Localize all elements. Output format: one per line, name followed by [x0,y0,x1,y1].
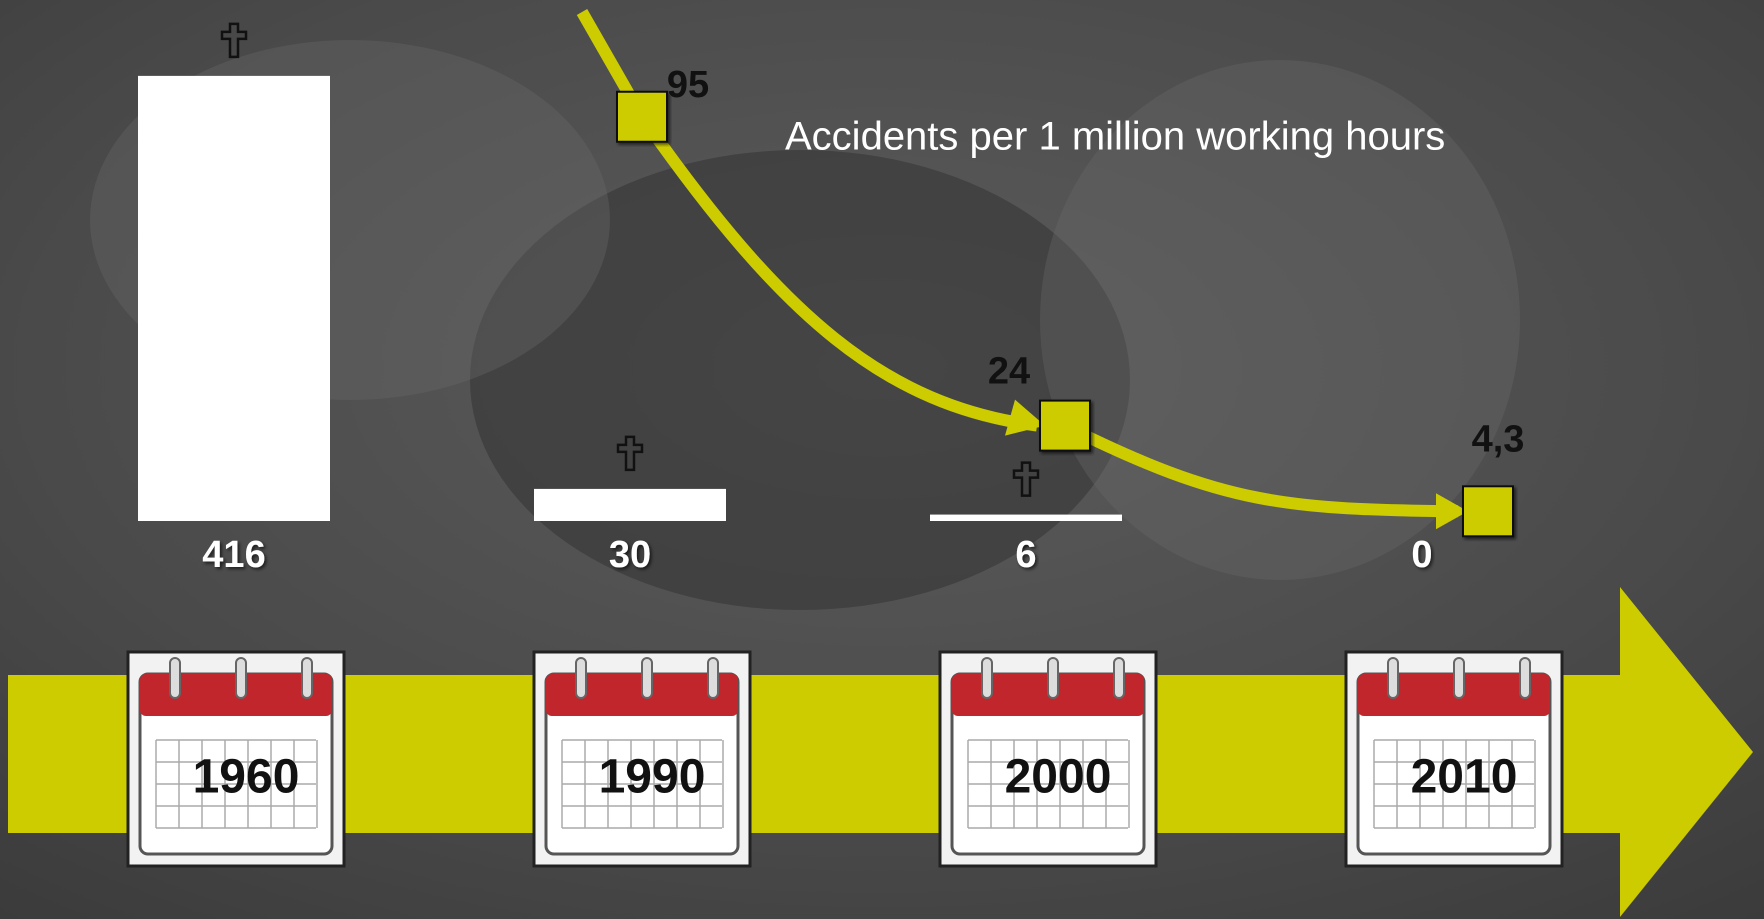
line-marker [617,92,667,142]
calendar-ring [576,658,586,698]
x-tick-label: 2000 [1005,751,1112,804]
calendar-ring [642,658,652,698]
x-tick-label: 2010 [1411,751,1518,804]
line-value-label: 4,3 [1472,418,1525,460]
line-marker [1463,486,1513,536]
calendar-icon: 1990 [534,652,750,866]
bar-value-label: 30 [609,534,651,576]
calendar-ring [708,658,718,698]
calendar-ring [1520,658,1530,698]
bar-value-label: 0 [1411,534,1432,576]
calendar-icon: 2000 [940,652,1156,866]
bar-value-label: 416 [202,534,265,576]
calendar-ring [1388,658,1398,698]
calendar-icon: 2010 [1346,652,1562,866]
calendar-ring [1048,658,1058,698]
page: {"chart_data":[ {"type":"bar","categorie… [0,0,1764,919]
calendar-ring [982,658,992,698]
bar [930,515,1122,521]
calendar-ring [1454,658,1464,698]
x-tick-label: 1960 [193,751,300,804]
line-marker [1040,401,1090,451]
calendar-icon: 1960 [128,652,344,866]
line-value-label: 95 [667,64,709,106]
infographic: Accidents per 1 million working hours 41… [0,0,1764,919]
line-value-label: 24 [988,351,1030,393]
calendar-ring [170,658,180,698]
calendar-ring [1114,658,1124,698]
x-tick-label: 1990 [599,751,706,804]
bar [534,489,726,521]
chart-subtitle: Accidents per 1 million working hours [785,115,1445,159]
calendar-ring [236,658,246,698]
bar-value-label: 6 [1015,534,1036,576]
calendar-ring [302,658,312,698]
bar [138,76,330,521]
